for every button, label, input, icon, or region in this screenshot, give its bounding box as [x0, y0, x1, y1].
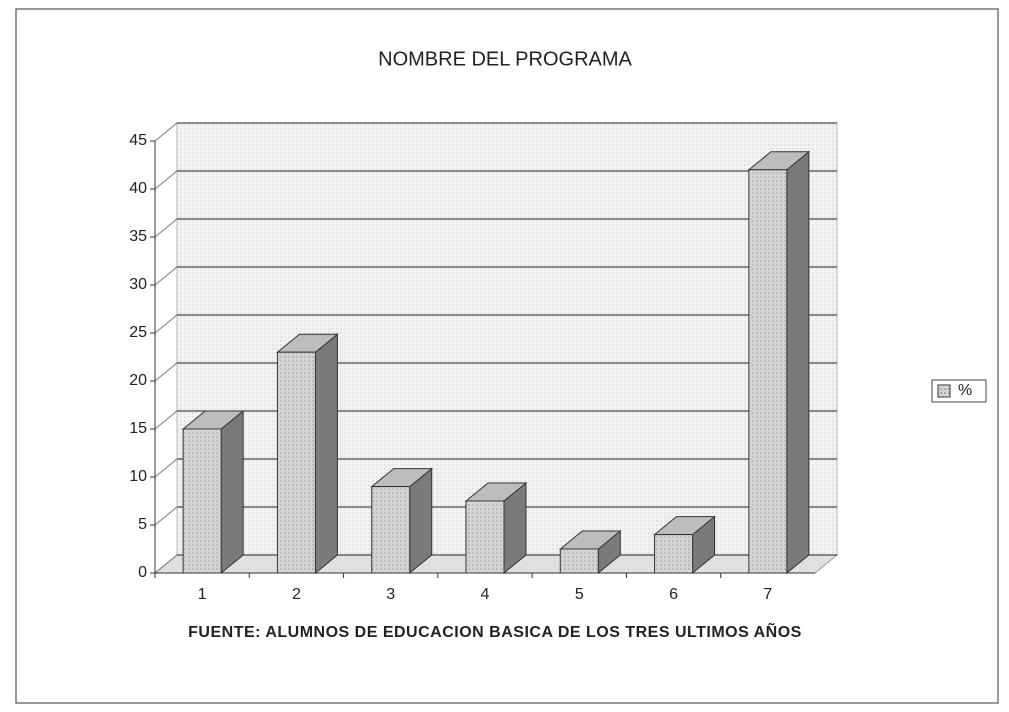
bar-side [786, 150, 810, 575]
y-tick-label: 30 [129, 276, 147, 293]
bar-texture [183, 429, 222, 573]
bar-texture [748, 169, 787, 574]
x-tick-label: 7 [763, 586, 772, 603]
grid-line-side [154, 458, 178, 478]
bar-side [220, 409, 244, 575]
grid-line-side [154, 362, 178, 382]
legend-label: % [958, 382, 972, 399]
x-tick-label: 6 [669, 586, 678, 603]
y-tick-label: 5 [138, 516, 147, 533]
legend-swatch-texture [938, 385, 950, 397]
bar-texture [654, 534, 693, 573]
grid-line-side [154, 266, 178, 286]
grid-line-side [154, 314, 178, 334]
y-tick-label: 40 [129, 180, 147, 197]
x-tick-label: 3 [386, 586, 395, 603]
y-tick-label: 0 [138, 564, 147, 581]
bar-texture [277, 352, 316, 573]
y-tick-label: 10 [129, 468, 147, 485]
grid-line-side [154, 170, 178, 190]
bar-side [314, 333, 338, 575]
y-tick-label: 25 [129, 324, 147, 341]
grid-line-side [154, 122, 178, 142]
chart-title: NOMBRE DEL PROGRAMA [378, 48, 632, 70]
grid-line-side [154, 554, 178, 574]
x-axis-label: FUENTE: ALUMNOS DE EDUCACION BASICA DE L… [188, 624, 802, 641]
x-tick-label: 4 [481, 586, 490, 603]
y-tick-label: 35 [129, 228, 147, 245]
bar-texture [466, 501, 504, 573]
x-tick-label: 2 [292, 586, 301, 603]
bar-texture [560, 549, 599, 573]
grid-line-side [154, 218, 178, 238]
chart-border [15, 8, 999, 704]
y-tick-label: 20 [129, 372, 147, 389]
y-tick-label: 45 [129, 132, 147, 149]
x-tick-label: 1 [198, 586, 207, 603]
y-tick-label: 15 [129, 420, 147, 437]
bar-texture [371, 486, 410, 573]
grid-line-side [154, 506, 178, 526]
x-tick-label: 5 [575, 586, 584, 603]
grid-line-side [154, 410, 178, 430]
